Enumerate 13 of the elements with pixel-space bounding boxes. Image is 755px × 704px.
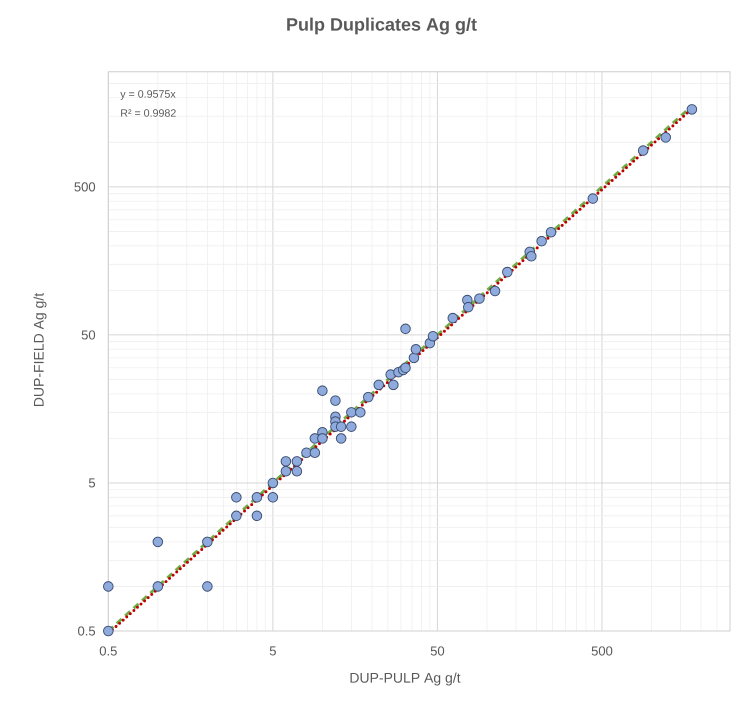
chart-title: Pulp Duplicates Ag g/t [287,18,477,34]
x-axis-title: DUP-PULP Ag g/t [350,672,460,686]
y-tick-label: 0.5 [78,626,96,636]
y-tick-label: 50 [82,330,96,340]
y-axis-title: DUP-FIELD Ag g/t [33,292,47,406]
x-tick-label: 500 [592,646,612,656]
annotation: R² = 0.9982 [121,109,176,117]
y-tick-label: 500 [74,182,96,192]
annotation: y = 0.9575x [120,90,176,100]
x-tick-label: 5 [270,646,276,656]
x-tick-label: 0.5 [100,646,117,656]
y-tick-label: 5 [88,478,96,488]
x-tick-label: 50 [430,646,444,656]
